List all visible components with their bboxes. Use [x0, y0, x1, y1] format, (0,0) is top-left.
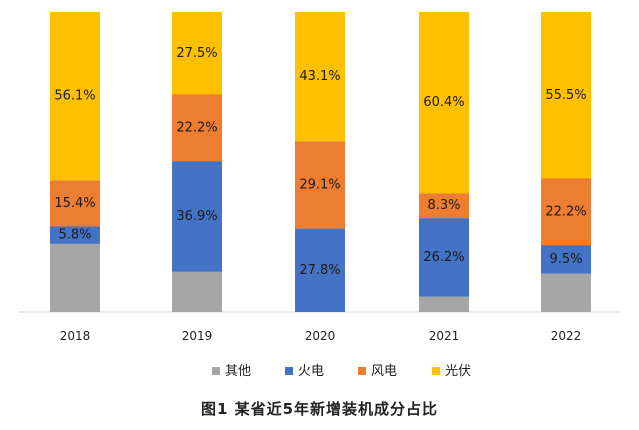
- x-tick-2022: 2022: [551, 329, 582, 343]
- bar-segment-2019-2: [172, 94, 222, 162]
- data-label-2021-3: 60.4%: [423, 95, 464, 110]
- bar-segment-2022-1: [541, 245, 591, 274]
- data-label-2020-1: 27.8%: [299, 263, 340, 278]
- legend-label-2: 风电: [371, 364, 397, 379]
- data-label-2018-1: 5.8%: [58, 228, 91, 243]
- bar-segment-2018-0: [50, 243, 100, 312]
- bar-segment-2018-2: [50, 180, 100, 227]
- x-tick-labels: 2018 2019 2020 2021 2022: [60, 329, 582, 343]
- x-tick-2021: 2021: [429, 329, 460, 343]
- bar-segment-2021-0: [419, 296, 469, 312]
- x-tick-2020: 2020: [305, 329, 336, 343]
- bar-segment-2021-2: [419, 193, 469, 219]
- data-label-2019-1: 36.9%: [176, 209, 217, 224]
- bar-segment-2021-3: [419, 12, 469, 194]
- data-label-2022-3: 55.5%: [545, 88, 586, 103]
- bar-segment-2018-3: [50, 12, 100, 181]
- bar-segment-2019-0: [172, 271, 222, 312]
- legend-label-0: 其他: [225, 364, 251, 379]
- legend: 其他 火电 风电 光伏: [212, 364, 471, 379]
- bar-segment-2022-0: [541, 273, 591, 312]
- x-tick-2019: 2019: [182, 329, 213, 343]
- x-tick-2018: 2018: [60, 329, 91, 343]
- bar-segment-2018-1: [50, 226, 100, 244]
- bar-segment-2019-1: [172, 161, 222, 272]
- bar-segment-2020-3: [295, 12, 345, 142]
- data-label-2022-2: 22.2%: [545, 204, 586, 219]
- stacked-bar-chart: 5.8% 15.4% 56.1% 36.9% 22.2% 27.5% 27.8% 29.1% 4…: [18, 12, 620, 379]
- data-label-2018-3: 56.1%: [54, 89, 95, 104]
- bars-group: 5.8% 15.4% 56.1% 36.9% 22.2% 27.5% 27.8% 29.1% 4…: [50, 12, 591, 312]
- legend-label-3: 光伏: [445, 364, 471, 379]
- data-label-2018-2: 15.4%: [54, 196, 95, 211]
- data-label-2019-3: 27.5%: [176, 46, 217, 61]
- data-label-2020-3: 43.1%: [299, 69, 340, 84]
- bar-segment-2019-3: [172, 12, 222, 95]
- legend-swatch-1: [285, 367, 293, 375]
- bar-segment-2020-1: [295, 228, 345, 312]
- data-label-2021-1: 26.2%: [423, 250, 464, 265]
- bar-segment-2020-2: [295, 141, 345, 229]
- bar-segment-2022-3: [541, 12, 591, 179]
- data-label-2019-2: 22.2%: [176, 120, 217, 135]
- data-label-2022-1: 9.5%: [549, 252, 582, 267]
- legend-swatch-0: [212, 367, 220, 375]
- legend-label-1: 火电: [298, 364, 324, 379]
- legend-swatch-3: [432, 367, 440, 375]
- data-label-2021-2: 8.3%: [427, 198, 460, 213]
- bar-segment-2022-2: [541, 178, 591, 246]
- figure-caption: 图1 某省近5年新增装机成分占比: [200, 400, 439, 418]
- legend-swatch-2: [358, 367, 366, 375]
- data-label-2020-2: 29.1%: [299, 177, 340, 192]
- bar-segment-2021-1: [419, 218, 469, 297]
